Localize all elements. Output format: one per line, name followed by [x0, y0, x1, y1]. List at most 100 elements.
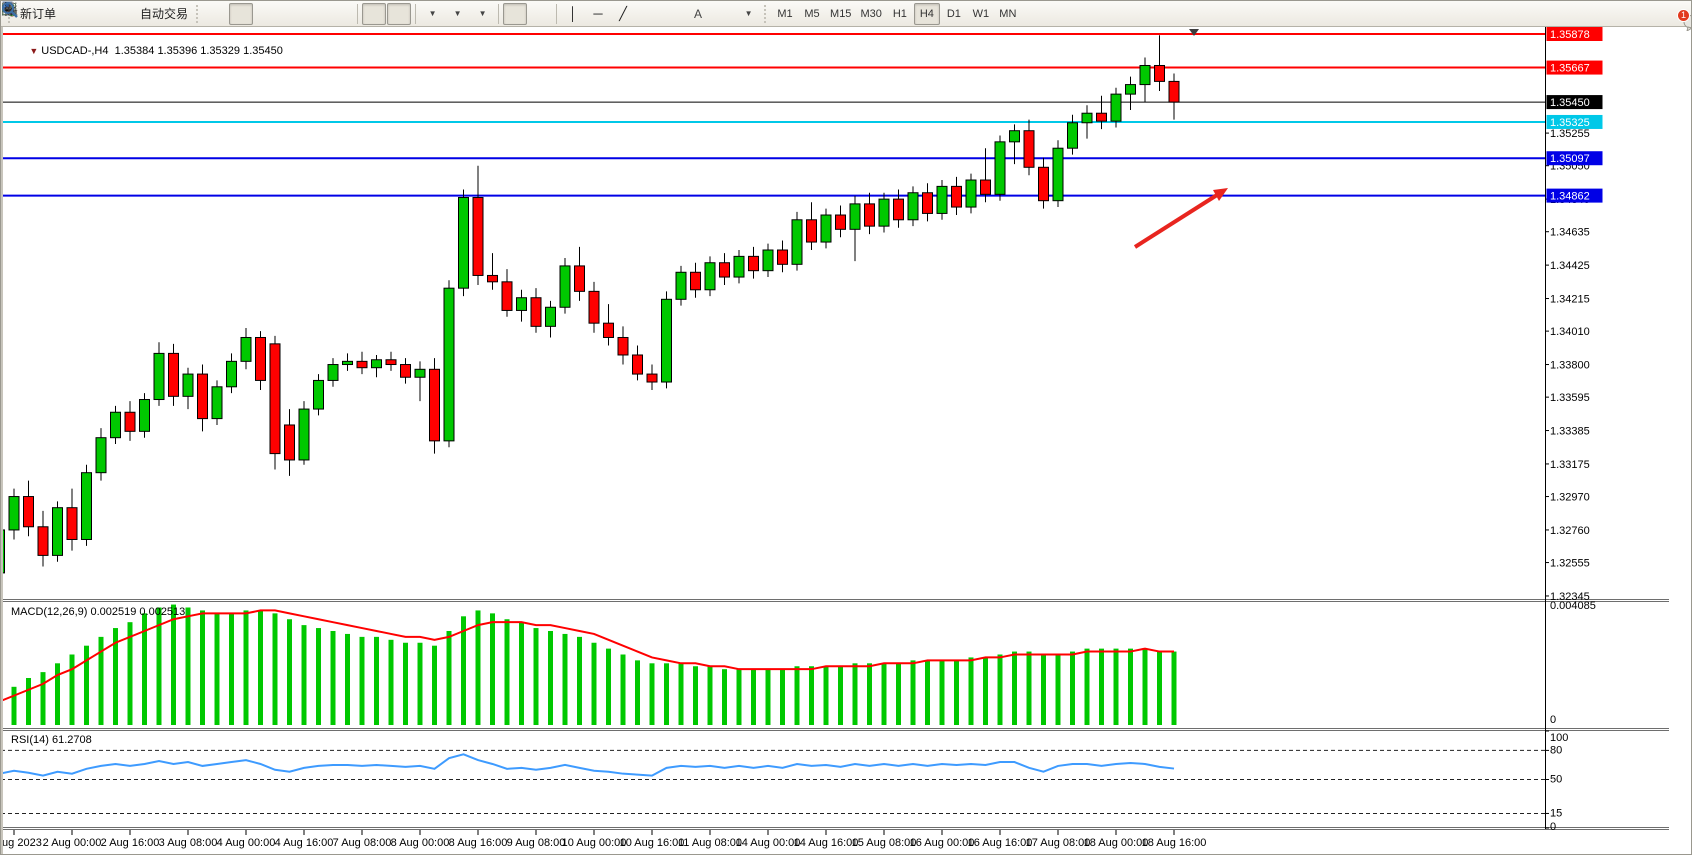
candle [559, 257, 571, 314]
candle [37, 510, 49, 567]
indicators-button[interactable]: ▼ [2, 2, 444, 25]
bar-chart-button[interactable] [2, 3, 228, 25]
cursor-button[interactable] [5, 2, 528, 25]
candle [907, 186, 919, 227]
chart-window[interactable]: 1.352551.350501.348401.346351.344251.342… [1, 27, 1692, 855]
profiles-button[interactable] [1, 2, 110, 25]
price-tick-label: 1.34215 [1550, 294, 1590, 306]
indicators-dropdown-icon[interactable]: ▼ [428, 9, 437, 18]
one-click-collapse-icon[interactable]: ▼ [29, 46, 39, 56]
tile-windows-button[interactable] [3, 3, 353, 25]
chart-symbol-period: USDCAD-,H4 [41, 45, 109, 57]
candle [588, 281, 600, 333]
periods-button[interactable]: ▼ [2, 2, 469, 25]
candlestick-chart-button[interactable] [3, 2, 254, 25]
toolbar-separator [415, 3, 417, 24]
crosshair-button[interactable] [3, 3, 552, 25]
chart-ohlc-values: 1.35384 1.35396 1.35329 1.35450 [114, 45, 283, 57]
rsi-axis-label: 15 [1550, 807, 1562, 819]
svg-text:1.35878: 1.35878 [1550, 29, 1590, 41]
vertical-line-button[interactable]: │ [561, 3, 585, 25]
new-order-button[interactable]: 新订单 [2, 1, 60, 25]
candle [110, 405, 121, 445]
equidistant-channel-button[interactable]: E [2, 2, 660, 25]
toolbar-separator [498, 3, 500, 24]
auto-trading-button[interactable]: 自动交易 [2, 2, 192, 25]
price-tick-label: 1.33385 [1550, 426, 1590, 438]
price-badge-1.34862: 1.34862 [1546, 188, 1603, 203]
candle [66, 488, 78, 551]
rsi-axis-label: 0 [1550, 821, 1556, 833]
candle [965, 173, 977, 214]
horizontal-line-icon: ─ [593, 6, 603, 21]
candle [1023, 119, 1035, 176]
candle [1009, 124, 1020, 165]
toolbar-grip[interactable] [196, 4, 200, 23]
time-label: 14 Aug 00:00 [736, 837, 801, 849]
arrow-annotation[interactable] [1133, 188, 1228, 249]
macd-signal-line [3, 609, 1174, 702]
chart-canvas[interactable]: 1.352551.350501.348401.346351.344251.342… [3, 27, 1692, 855]
rsi-line [3, 753, 1175, 777]
search-icon[interactable] [1, 1, 19, 19]
timeframe-H4[interactable]: H4 [913, 2, 940, 25]
svg-text:E: E [13, 10, 18, 17]
time-label: 7 Aug 08:00 [333, 837, 392, 849]
charts-button[interactable] [3, 3, 85, 25]
timeframe-M30[interactable]: M30 [860, 7, 882, 20]
candle [458, 189, 469, 297]
time-label: 14 Aug 16:00 [794, 837, 859, 849]
toolbar-separator [357, 3, 359, 24]
timeframe-MN[interactable]: MN [999, 7, 1017, 20]
candle [153, 342, 165, 406]
time-label: 15 Aug 08:00 [852, 837, 917, 849]
notification-badge: 1 [1677, 8, 1690, 22]
candle [168, 343, 179, 406]
candle [327, 358, 339, 387]
arrows-button[interactable]: ▼ [3, 3, 760, 25]
candle [356, 351, 368, 375]
auto-trading-label: 自动交易 [140, 7, 189, 21]
candles-group [3, 35, 1180, 574]
zoom-in-button[interactable] [3, 3, 303, 25]
timeframe-W1[interactable]: W1 [972, 7, 990, 20]
periods-dropdown-icon[interactable]: ▼ [453, 9, 462, 18]
candle [704, 256, 716, 297]
fibonacci-button[interactable]: F [3, 3, 685, 25]
price-badge-1.35878: 1.35878 [1546, 27, 1603, 41]
line-chart-button[interactable] [2, 3, 278, 25]
toolbar-grip[interactable] [764, 4, 768, 23]
timeframe-M5[interactable]: M5 [804, 7, 820, 20]
auto-scroll-button[interactable] [2, 2, 387, 25]
templates-button[interactable]: ▼ [2, 3, 494, 25]
trendline-button[interactable]: ╱ [611, 3, 635, 25]
timeframe-M15[interactable]: M15 [830, 7, 852, 20]
candle [1052, 140, 1064, 208]
price-tick-label: 1.33800 [1550, 360, 1590, 372]
zoom-out-button[interactable] [3, 3, 328, 25]
timeframe-H1[interactable]: H1 [892, 7, 907, 20]
candle [893, 189, 904, 228]
candle [617, 326, 629, 365]
templates-dropdown-icon[interactable]: ▼ [478, 9, 487, 18]
signals-button[interactable] [2, 3, 135, 25]
chart-title: ▼ USDCAD-,H4 1.35384 1.35396 1.35329 1.35… [11, 33, 283, 69]
candle [574, 246, 585, 301]
timeframe-D1[interactable]: D1 [946, 7, 961, 20]
rsi-axis-label: 100 [1550, 732, 1568, 744]
price-tick-label: 1.32555 [1550, 558, 1590, 570]
candle [501, 269, 513, 317]
candle [849, 195, 861, 262]
horizontal-line-button[interactable]: ─ [586, 3, 610, 25]
candle [632, 345, 643, 381]
text-label-button[interactable]: T [2, 2, 735, 25]
timeframe-M1[interactable]: M1 [777, 7, 793, 20]
candle [951, 176, 962, 216]
text-button[interactable]: A [686, 3, 710, 25]
arrows-dropdown-icon[interactable]: ▼ [744, 9, 753, 18]
price-tick-label: 1.35255 [1550, 128, 1590, 140]
chart-shift-marker-icon[interactable] [1189, 29, 1199, 36]
macd-axis-zero: 0 [1550, 714, 1556, 726]
chart-shift-button[interactable] [2, 2, 412, 25]
